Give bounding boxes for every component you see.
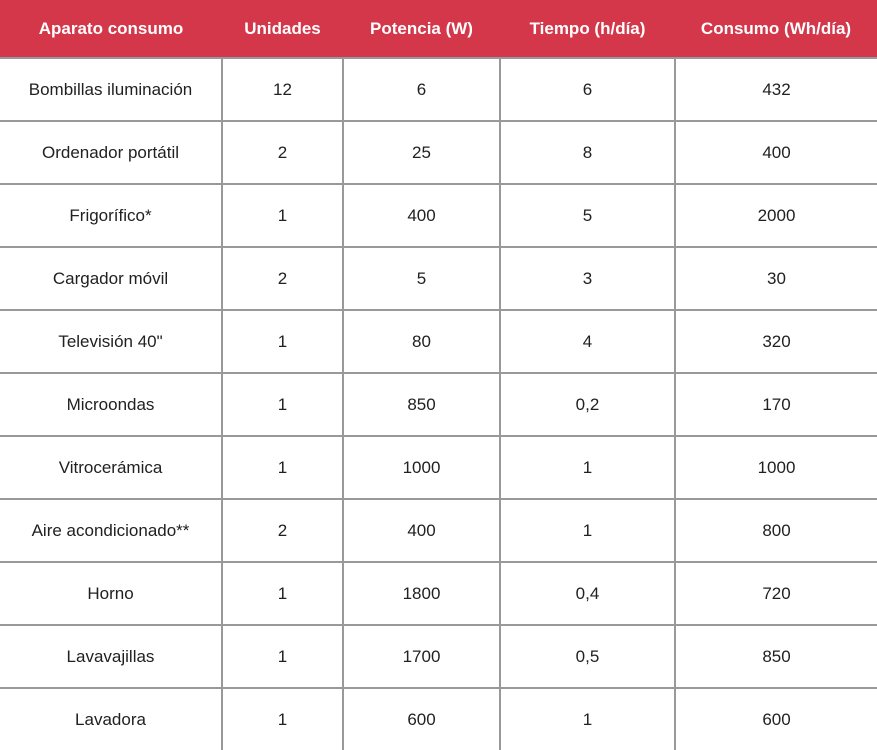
appliance-cell: Lavavajillas [0, 624, 222, 688]
value-cell: 850 [342, 372, 500, 436]
value-cell: 12 [221, 57, 343, 121]
value-cell: 2 [221, 120, 343, 184]
value-cell: 1 [221, 624, 343, 688]
value-cell: 400 [674, 120, 877, 184]
table-row: Cargador móvil 2 5 3 30 [0, 246, 877, 310]
value-cell: 1000 [674, 435, 877, 499]
column-header-consumo: Consumo (Wh/día) [675, 0, 877, 58]
table-row: Frigorífico* 1 400 5 2000 [0, 183, 877, 247]
value-cell: 1 [221, 561, 343, 625]
value-cell: 3 [499, 246, 675, 310]
appliance-cell: Ordenador portátil [0, 120, 222, 184]
value-cell: 1 [499, 435, 675, 499]
appliance-cell: Microondas [0, 372, 222, 436]
value-cell: 1 [221, 183, 343, 247]
value-cell: 1800 [342, 561, 500, 625]
value-cell: 1700 [342, 624, 500, 688]
value-cell: 1 [499, 498, 675, 562]
column-header-tiempo: Tiempo (h/día) [500, 0, 675, 58]
value-cell: 1 [221, 309, 343, 373]
value-cell: 5 [342, 246, 500, 310]
column-header-unidades: Unidades [222, 0, 343, 58]
value-cell: 6 [499, 57, 675, 121]
column-header-potencia: Potencia (W) [343, 0, 500, 58]
value-cell: 1 [221, 687, 343, 750]
appliance-cell: Vitrocerámica [0, 435, 222, 499]
appliance-cell: Horno [0, 561, 222, 625]
value-cell: 720 [674, 561, 877, 625]
value-cell: 400 [342, 183, 500, 247]
value-cell: 1 [221, 435, 343, 499]
value-cell: 0,2 [499, 372, 675, 436]
value-cell: 2 [221, 498, 343, 562]
value-cell: 8 [499, 120, 675, 184]
table-row: Aire acondicionado** 2 400 1 800 [0, 498, 877, 562]
value-cell: 80 [342, 309, 500, 373]
appliance-cell: Aire acondicionado** [0, 498, 222, 562]
value-cell: 1 [221, 372, 343, 436]
table-row: Bombillas iluminación 12 6 6 432 [0, 57, 877, 121]
value-cell: 6 [342, 57, 500, 121]
value-cell: 170 [674, 372, 877, 436]
table-row: Televisión 40" 1 80 4 320 [0, 309, 877, 373]
value-cell: 5 [499, 183, 675, 247]
value-cell: 30 [674, 246, 877, 310]
value-cell: 25 [342, 120, 500, 184]
value-cell: 600 [674, 687, 877, 750]
appliance-cell: Lavadora [0, 687, 222, 750]
value-cell: 400 [342, 498, 500, 562]
table-row: Lavavajillas 1 1700 0,5 850 [0, 624, 877, 688]
appliance-cell: Frigorífico* [0, 183, 222, 247]
appliance-cell: Bombillas iluminación [0, 57, 222, 121]
value-cell: 4 [499, 309, 675, 373]
table-body: Bombillas iluminación 12 6 6 432 Ordenad… [0, 57, 877, 750]
value-cell: 1000 [342, 435, 500, 499]
value-cell: 432 [674, 57, 877, 121]
header-row: Aparato consumo Unidades Potencia (W) Ti… [0, 0, 877, 58]
value-cell: 1 [499, 687, 675, 750]
value-cell: 0,5 [499, 624, 675, 688]
value-cell: 320 [674, 309, 877, 373]
table-row: Lavadora 1 600 1 600 [0, 687, 877, 750]
value-cell: 2000 [674, 183, 877, 247]
table-row: Horno 1 1800 0,4 720 [0, 561, 877, 625]
table-header: Aparato consumo Unidades Potencia (W) Ti… [0, 0, 877, 58]
table-row: Microondas 1 850 0,2 170 [0, 372, 877, 436]
table-row: Vitrocerámica 1 1000 1 1000 [0, 435, 877, 499]
column-header-aparato-consumo: Aparato consumo [0, 0, 222, 58]
value-cell: 600 [342, 687, 500, 750]
value-cell: 850 [674, 624, 877, 688]
table-row: Ordenador portátil 2 25 8 400 [0, 120, 877, 184]
appliance-cell: Cargador móvil [0, 246, 222, 310]
value-cell: 0,4 [499, 561, 675, 625]
value-cell: 800 [674, 498, 877, 562]
appliance-cell: Televisión 40" [0, 309, 222, 373]
value-cell: 2 [221, 246, 343, 310]
